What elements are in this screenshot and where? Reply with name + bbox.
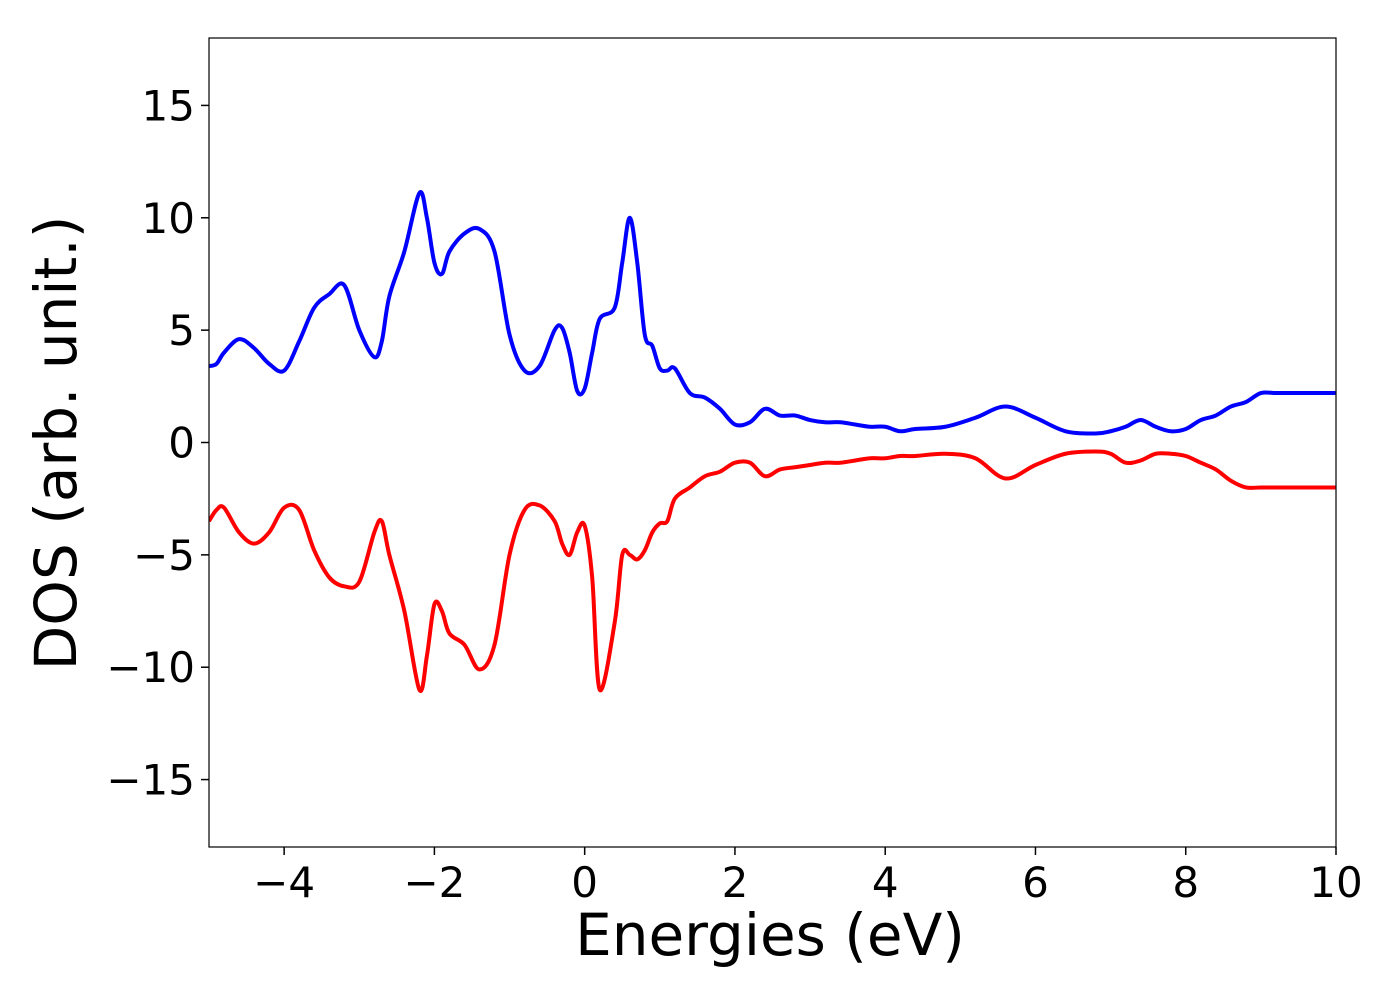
y-axis-label: DOS (arb. unit.) xyxy=(22,216,90,671)
x-tick-label: −2 xyxy=(403,858,465,907)
y-tick-label: 10 xyxy=(142,194,195,243)
y-tick-label: −15 xyxy=(106,756,195,805)
series-line-spin-down xyxy=(209,449,1336,693)
axis-ticks: −4 −2 0 2 4 6 8 10 −15 −10 −5 0 5 10 15 xyxy=(106,81,1362,907)
x-tick-label: 2 xyxy=(722,858,749,907)
x-tick-label: −4 xyxy=(253,858,315,907)
y-tick-label: 15 xyxy=(142,81,195,130)
x-axis-label: Energies (eV) xyxy=(575,901,965,969)
y-tick-label: 5 xyxy=(168,306,195,355)
x-tick-label: 8 xyxy=(1172,858,1199,907)
x-tick-label: 0 xyxy=(571,858,598,907)
x-tick-label: 4 xyxy=(872,858,899,907)
x-tick-label: 6 xyxy=(1022,858,1049,907)
y-tick-label: −10 xyxy=(106,643,195,692)
series-line-spin-up xyxy=(209,190,1336,436)
y-tick-label: 0 xyxy=(168,419,195,468)
y-tick-label: −5 xyxy=(133,531,195,580)
x-tick-label: 10 xyxy=(1309,858,1362,907)
